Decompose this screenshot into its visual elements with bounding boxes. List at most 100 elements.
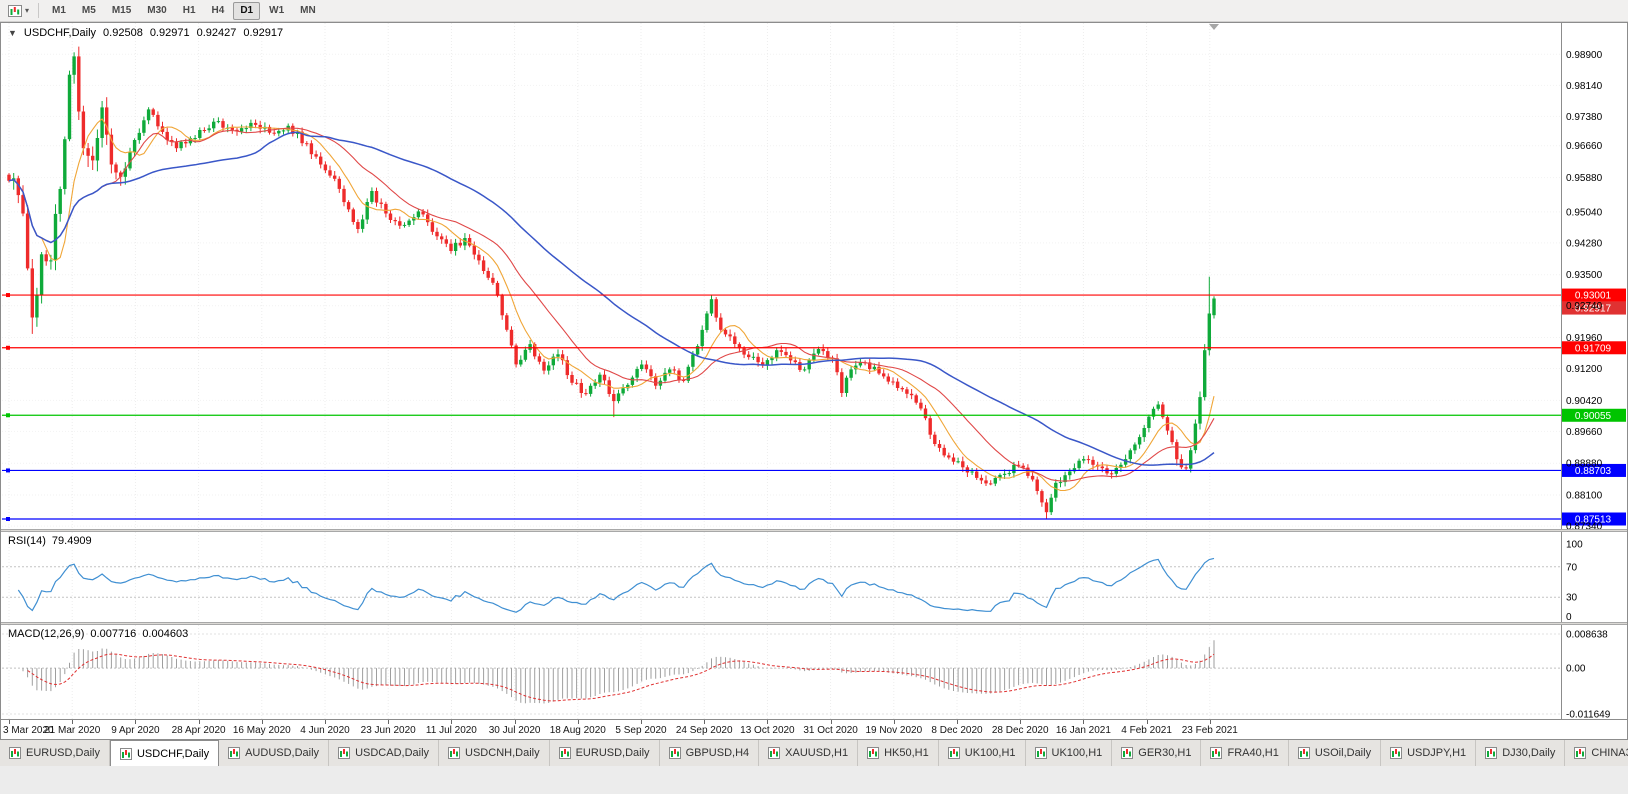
date-tick xyxy=(135,720,137,724)
date-label: 30 Jul 2020 xyxy=(488,725,541,736)
chart-tab-usdjpy-h1[interactable]: USDJPY,H1 xyxy=(1381,740,1477,766)
date-tick xyxy=(830,720,832,724)
svg-text:0.95880: 0.95880 xyxy=(1566,173,1603,184)
horizontal-line[interactable]: 0.93001 xyxy=(2,288,1626,302)
svg-text:0.88703: 0.88703 xyxy=(1575,466,1612,477)
date-tick xyxy=(1020,720,1022,724)
chart-tab-bar: EURUSD,Daily USDCHF,Daily AUDUSD,Daily U… xyxy=(0,740,1628,766)
chart-tab-icon xyxy=(1210,747,1223,759)
date-label: 24 Sep 2020 xyxy=(675,725,733,736)
chart-tab-icon xyxy=(947,747,960,759)
price-axis[interactable]: 0.98900 0.98140 0.97380 0.96660 0.95880 0.950… xyxy=(1566,50,1603,529)
chart-tab-usdcnh-daily[interactable]: USDCNH,Daily xyxy=(439,740,550,766)
chart-tab-icon xyxy=(1485,747,1498,759)
chart-tab-label: UK100,H1 xyxy=(964,747,1016,759)
chart-tab-fra40-h1[interactable]: FRA40,H1 xyxy=(1201,740,1289,766)
chart-tab-eurusd-daily[interactable]: EURUSD,Daily xyxy=(550,740,660,766)
chart-tab-dj30-daily[interactable]: DJ30,Daily xyxy=(1476,740,1566,766)
price-tag xyxy=(1562,288,1626,302)
svg-text:0.90055: 0.90055 xyxy=(1575,411,1612,422)
rsi-axis[interactable]: 100 70 30 0 xyxy=(1566,540,1583,623)
date-tick xyxy=(451,720,453,724)
chart-tab-label: AUDUSD,Daily xyxy=(245,747,320,759)
chart-tab-uk100-h1[interactable]: UK100,H1 xyxy=(1026,740,1113,766)
svg-text:0.90420: 0.90420 xyxy=(1566,396,1603,407)
horizontal-line[interactable]: 0.88703 xyxy=(2,463,1626,477)
date-tick xyxy=(1146,720,1148,724)
candlestick-series xyxy=(7,46,1216,519)
chart-tab-ger30-h1[interactable]: GER30,H1 xyxy=(1112,740,1202,766)
time-axis[interactable]: 3 Mar 2020 21 Mar 2020 9 Apr 2020 28 Apr 20… xyxy=(1,719,1627,739)
chart-tab-usdchf-daily[interactable]: USDCHF,Daily xyxy=(109,740,220,766)
date-tick xyxy=(1083,720,1085,724)
ma-slow-line xyxy=(8,131,1215,466)
macd-panel[interactable]: 0.008638 0.00 -0.011649 xyxy=(1,625,1627,719)
svg-text:0.88880: 0.88880 xyxy=(1566,459,1603,470)
horizontal-line[interactable]: 0.90055 xyxy=(2,408,1626,422)
horizontal-line[interactable]: 0.87513 xyxy=(2,512,1626,526)
chart-type-button[interactable]: ▾ xyxy=(4,4,33,18)
chart-tab-gbpusd-h4[interactable]: GBPUSD,H4 xyxy=(660,740,760,766)
chart-tab-label: XAUUSD,H1 xyxy=(785,747,849,759)
macd-value-signal: 0.004603 xyxy=(142,628,189,640)
timeframe-button-D1[interactable]: D1 xyxy=(233,1,261,20)
chart-tab-xauusd-h1[interactable]: XAUUSD,H1 xyxy=(759,740,859,766)
timeframe-button-W1[interactable]: W1 xyxy=(269,4,285,16)
svg-text:0.91200: 0.91200 xyxy=(1566,364,1603,375)
svg-text:0.87513: 0.87513 xyxy=(1575,515,1612,526)
price-tag xyxy=(1562,512,1626,526)
timeframe-button-M30[interactable]: M30 xyxy=(147,4,167,16)
macd-value-hist: 0.007716 xyxy=(90,628,137,640)
chart-symbol-period: USDCHF,Daily xyxy=(23,27,97,39)
panel-splitter[interactable] xyxy=(1,622,1627,625)
timeframe-button-M1[interactable]: M1 xyxy=(52,4,66,16)
timeframe-button-M5[interactable]: M5 xyxy=(81,4,96,16)
date-label: 18 Aug 2020 xyxy=(549,725,606,736)
macd-axis[interactable]: 0.008638 0.00 -0.011649 xyxy=(1566,630,1611,720)
price-tag xyxy=(1562,341,1626,355)
svg-text:0: 0 xyxy=(1566,612,1572,622)
chart-window: ▼ USDCHF,Daily 0.92508 0.92971 0.92427 0… xyxy=(0,22,1628,740)
rsi-panel[interactable]: 100 70 30 0 xyxy=(1,532,1627,622)
ma-fast-line xyxy=(8,118,1215,492)
svg-text:70: 70 xyxy=(1566,562,1578,573)
chart-tab-china300-h1[interactable]: CHINA300,H1 xyxy=(1565,740,1628,766)
chart-tab-icon xyxy=(119,747,132,760)
rsi-value: 79.4909 xyxy=(51,535,92,547)
chart-tab-icon xyxy=(668,747,681,759)
chart-tab-audusd-daily[interactable]: AUDUSD,Daily xyxy=(219,740,330,766)
date-label: 28 Dec 2020 xyxy=(991,725,1049,736)
chart-tab-hk50-h1[interactable]: HK50,H1 xyxy=(858,740,939,766)
chart-tab-uk100-h1[interactable]: UK100,H1 xyxy=(939,740,1026,766)
chart-tab-label: UK100,H1 xyxy=(1051,747,1103,759)
svg-text:0.89660: 0.89660 xyxy=(1566,427,1603,438)
macd-signal-line xyxy=(27,653,1215,702)
svg-text:0.92917: 0.92917 xyxy=(1575,304,1612,315)
macd-name: MACD(12,26,9) xyxy=(8,628,85,640)
horizontal-line[interactable]: 0.91709 xyxy=(2,341,1626,355)
date-tick xyxy=(641,720,642,724)
chart-tab-usoil-daily[interactable]: USOil,Daily xyxy=(1289,740,1382,766)
svg-text:0.92740: 0.92740 xyxy=(1566,301,1603,312)
timeframe-button-MN[interactable]: MN xyxy=(300,4,316,16)
macd-label: MACD(12,26,9) 0.007716 0.004603 xyxy=(8,628,188,640)
timeframe-button-H1[interactable]: H1 xyxy=(182,4,196,16)
rsi-label: RSI(14) 79.4909 xyxy=(8,535,92,547)
chart-tab-usdcad-daily[interactable]: USDCAD,Daily xyxy=(329,740,440,766)
svg-text:30: 30 xyxy=(1566,593,1578,604)
timeframe-button-group: M1 M5 M15 M30 H1 H4 D1 W1 MN xyxy=(44,1,324,20)
timeframe-button-M15[interactable]: M15 xyxy=(111,4,132,16)
timeframe-button-H4[interactable]: H4 xyxy=(211,4,225,16)
chart-tab-label: USDCAD,Daily xyxy=(355,747,430,759)
date-label: 9 Apr 2020 xyxy=(111,725,160,736)
chart-tab-icon xyxy=(228,747,241,759)
one-click-trading-toggle[interactable]: ▼ xyxy=(8,27,17,38)
chart-tab-eurusd-daily[interactable]: EURUSD,Daily xyxy=(0,740,110,766)
panel-splitter[interactable] xyxy=(1,529,1627,532)
chart-tab-label: FRA40,H1 xyxy=(1227,747,1279,759)
date-tick xyxy=(72,720,74,724)
chart-tab-icon xyxy=(1390,747,1403,759)
chart-tab-icon xyxy=(867,747,880,759)
price-chart-panel[interactable]: 0.93001 0.91709 0.90055 0.88703 0.87513 … xyxy=(1,23,1627,529)
date-tick xyxy=(577,720,579,724)
